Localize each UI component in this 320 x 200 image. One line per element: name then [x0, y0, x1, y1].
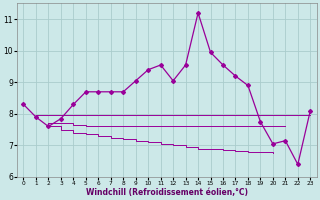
X-axis label: Windchill (Refroidissement éolien,°C): Windchill (Refroidissement éolien,°C): [86, 188, 248, 197]
